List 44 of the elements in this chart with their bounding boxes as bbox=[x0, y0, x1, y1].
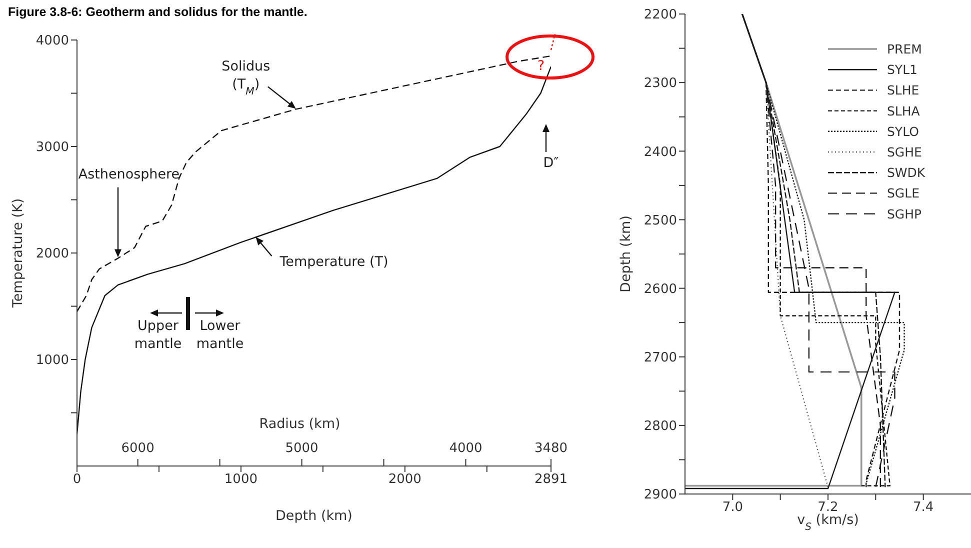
x2-tick-label: 4000 bbox=[449, 441, 482, 456]
y-tick-label: 2700 bbox=[644, 350, 677, 366]
x2-axis-title: Radius (km) bbox=[259, 416, 340, 432]
annotation: Solidus (T$_{M}$) bbox=[222, 58, 270, 98]
x-tick-label: 7.4 bbox=[912, 500, 934, 516]
y-tick-label: 2900 bbox=[644, 488, 677, 503]
annotation: Upper mantle bbox=[134, 318, 182, 352]
y-tick-label: 3000 bbox=[36, 140, 69, 156]
x-tick-label: 7.0 bbox=[722, 500, 744, 516]
y-tick-label: 2400 bbox=[644, 144, 677, 160]
y-tick-label: 2600 bbox=[644, 282, 677, 297]
legend-label: SGHE bbox=[887, 144, 922, 160]
x-tick-label: 1000 bbox=[224, 472, 258, 488]
x-axis-title: v$_{S}$ (km/s) bbox=[797, 512, 859, 532]
legend-label: SWDK bbox=[887, 165, 926, 180]
y-tick-label: 2000 bbox=[36, 246, 69, 262]
legend-label: SYL1 bbox=[887, 62, 918, 78]
x2-tick-label: 6000 bbox=[121, 441, 154, 456]
y-tick-label: 2300 bbox=[644, 76, 677, 92]
x2-tick-label: 3480 bbox=[534, 441, 568, 456]
legend-label: SLHE bbox=[887, 82, 920, 98]
x2-tick-label: 5000 bbox=[285, 441, 318, 456]
y-tick-label: 1000 bbox=[36, 353, 69, 368]
x-tick-label: 2000 bbox=[388, 472, 422, 488]
legend-label: SGHP bbox=[887, 206, 922, 222]
y-tick-label: 2200 bbox=[644, 8, 677, 23]
y-axis-title: Depth (km) bbox=[618, 216, 634, 292]
legend-label: SGLE bbox=[887, 186, 920, 201]
legend-label: PREM bbox=[887, 42, 922, 56]
annotation: D″ bbox=[543, 155, 559, 171]
x-tick-label: 0 bbox=[72, 472, 82, 488]
annotation: Lower mantle bbox=[196, 318, 244, 352]
y-tick-label: 2800 bbox=[644, 419, 677, 434]
y-tick-label: 2500 bbox=[644, 213, 677, 228]
annotation: Asthenosphere bbox=[78, 166, 180, 182]
annotation: Temperature (T) bbox=[278, 254, 388, 270]
legend-label: SLHA bbox=[887, 103, 920, 118]
chart-title: Figure 3.8-6: Geotherm and solidus for the mantle. bbox=[8, 5, 308, 19]
x-axis-title: Depth (km) bbox=[276, 508, 352, 524]
annotation: ? bbox=[537, 58, 545, 74]
x-tick-label: 2891 bbox=[534, 472, 568, 488]
y-tick-label: 4000 bbox=[36, 34, 69, 49]
legend-label: SYLO bbox=[887, 124, 920, 139]
y-axis-title: Temperature (K) bbox=[10, 198, 26, 309]
